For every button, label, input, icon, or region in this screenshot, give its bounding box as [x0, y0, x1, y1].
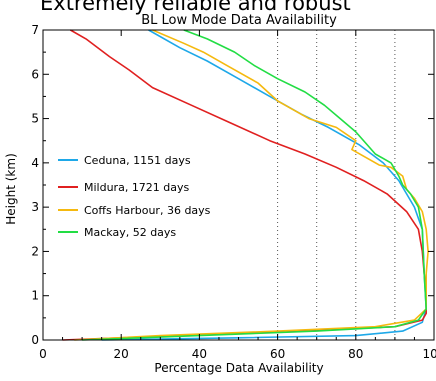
y-tick-label-0: 0 — [31, 333, 39, 347]
reference-lines — [277, 30, 396, 340]
series-line-4 — [82, 29, 428, 341]
y-tick-label-7: 7 — [31, 23, 39, 37]
y-tick-label-5: 5 — [31, 112, 39, 126]
x-tick-label-80: 80 — [348, 347, 363, 361]
y-tick-label-3: 3 — [31, 200, 39, 214]
x-tick-label-20: 20 — [114, 347, 129, 361]
x-tick-label-60: 60 — [270, 347, 285, 361]
series-group — [62, 29, 429, 341]
y-tick-label-4: 4 — [31, 156, 39, 170]
chart-headline: Extremely reliable and robust — [40, 0, 351, 15]
legend-label-1: Ceduna, 1151 days — [84, 154, 191, 167]
x-tick-label-100: 100 — [423, 347, 436, 361]
x-axis-label: Percentage Data Availability — [154, 361, 323, 375]
x-tick-label-0: 0 — [39, 347, 47, 361]
legend-label-2: Mildura, 1721 days — [84, 181, 190, 194]
y-axis: 0 1 2 3 4 5 6 7 — [31, 23, 434, 347]
chart-title: BL Low Mode Data Availability — [141, 13, 337, 28]
legend-label-3: Coffs Harbour, 36 days — [84, 204, 211, 217]
y-tick-label-1: 1 — [31, 289, 39, 303]
x-axis: 0 20 40 60 80 100 — [39, 30, 436, 361]
y-tick-label-6: 6 — [31, 67, 39, 81]
y-axis-label: Height (km) — [4, 153, 18, 224]
series-line-3 — [74, 29, 429, 341]
y-tick-label-2: 2 — [31, 244, 39, 258]
x-tick-label-40: 40 — [192, 347, 207, 361]
legend-label-4: Mackay, 52 days — [84, 226, 176, 239]
legend: Ceduna, 1151 days Mildura, 1721 days Coffs… — [58, 154, 211, 239]
series-line-1 — [101, 29, 428, 341]
